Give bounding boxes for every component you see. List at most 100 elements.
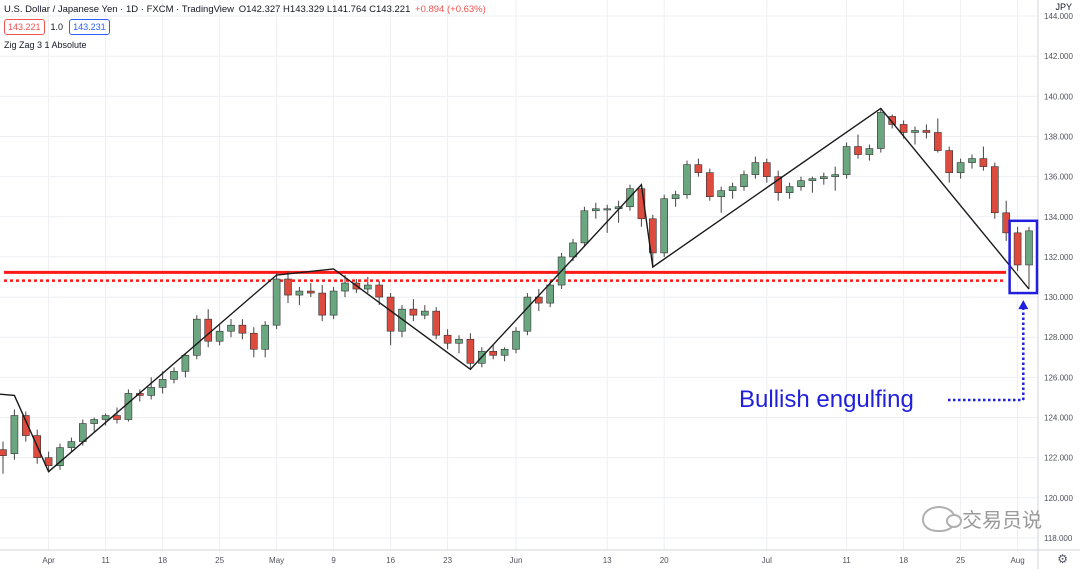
- watermark: 交易员说: [922, 504, 1042, 533]
- spread-value: 1.0: [50, 22, 64, 32]
- candle-body: [113, 415, 121, 420]
- bullish-candle: [181, 353, 190, 378]
- candle-body: [386, 296, 395, 332]
- bullish-candle: [261, 321, 270, 358]
- bullish-candle: [831, 166, 840, 191]
- candle-body: [341, 282, 349, 292]
- bullish-candle: [785, 182, 794, 199]
- x-tick-label: Jun: [510, 556, 523, 565]
- bullish-candle: [523, 293, 532, 336]
- bullish-candle: [455, 335, 463, 354]
- bullish-candle: [1025, 226, 1033, 290]
- y-tick-label: 134.000: [1044, 213, 1073, 222]
- candle-body: [67, 441, 76, 448]
- bullish-candle: [717, 186, 726, 213]
- gear-icon[interactable]: ⚙: [1057, 552, 1068, 566]
- price-change: +0.894 (+0.63%): [415, 4, 486, 15]
- candle-body: [466, 338, 475, 364]
- annotation-arrowhead: [1018, 300, 1029, 310]
- bullish-candle: [683, 160, 691, 199]
- y-tick-label: 122.000: [1044, 454, 1073, 463]
- bullish-candle: [101, 413, 110, 426]
- indicator-label[interactable]: Zig Zag 3 1 Absolute: [4, 40, 87, 50]
- bearish-candle: [489, 345, 498, 360]
- candle-body: [0, 449, 7, 456]
- y-tick-label: 140.000: [1044, 92, 1073, 101]
- y-tick-label: 138.000: [1044, 132, 1073, 141]
- bearish-candle: [409, 299, 418, 322]
- candle-body: [842, 146, 851, 175]
- engulfing-highlight-box: [1008, 219, 1039, 295]
- x-tick-label: 25: [956, 556, 965, 565]
- candle-body: [124, 393, 133, 420]
- bullish-candle: [512, 327, 520, 354]
- bearish-candle: [284, 270, 292, 304]
- bullish-candle: [968, 154, 976, 169]
- candle-body: [751, 162, 760, 175]
- bullish-candle: [546, 281, 555, 308]
- zigzag-layer: [0, 107, 1030, 473]
- annotation-layer: Bullish engulfing: [739, 219, 1039, 413]
- bullish-candle: [728, 182, 737, 199]
- bullish-candle: [363, 277, 372, 294]
- x-tick-label: Apr: [42, 556, 55, 565]
- buy-price-button[interactable]: 143.231: [69, 19, 110, 35]
- candle-body: [945, 150, 954, 173]
- currency-label[interactable]: JPY: [1055, 2, 1072, 12]
- sell-price-button[interactable]: 143.221: [4, 19, 45, 35]
- x-tick-label: 18: [158, 556, 167, 565]
- candle-body: [420, 310, 429, 316]
- candle-body: [762, 162, 771, 177]
- symbol-title[interactable]: U.S. Dollar / Japanese Yen · 1D · FXCM ·…: [4, 4, 235, 15]
- bearish-candle: [238, 319, 247, 340]
- x-tick-label: 9: [331, 556, 336, 565]
- bearish-candle: [933, 118, 942, 153]
- bullish-candle: [147, 377, 155, 400]
- y-tick-label: 126.000: [1044, 373, 1073, 382]
- bullish-candle: [671, 190, 680, 207]
- y-tick-label: 132.000: [1044, 253, 1073, 262]
- bearish-candle: [204, 309, 212, 348]
- y-tick-label: 130.000: [1044, 293, 1073, 302]
- x-tick-label: 18: [899, 556, 908, 565]
- candle-body: [728, 186, 737, 191]
- bullish-candle: [751, 156, 760, 179]
- candle-body: [523, 296, 532, 332]
- candle-body: [443, 334, 452, 344]
- bullish-candle: [876, 108, 885, 153]
- bullish-candle: [911, 126, 919, 145]
- bullish-candle: [398, 305, 406, 338]
- bullish-candle: [227, 319, 235, 338]
- bearish-candle: [854, 134, 862, 159]
- y-tick-label: 128.000: [1044, 333, 1073, 342]
- bullish-candle: [842, 142, 851, 179]
- bearish-candle: [990, 162, 999, 219]
- candle-body: [808, 178, 817, 181]
- candle-body: [10, 415, 19, 454]
- candle-body: [580, 210, 589, 244]
- bullish-candle: [660, 194, 669, 257]
- bearish-candle: [762, 158, 771, 183]
- y-tick-label: 142.000: [1044, 52, 1073, 61]
- candle-body: [409, 308, 418, 316]
- y-tick-label: 120.000: [1044, 494, 1073, 503]
- x-tick-label: Jul: [762, 556, 772, 565]
- candle-body: [865, 148, 874, 155]
- candle-body: [797, 180, 805, 187]
- candle-body: [56, 447, 64, 466]
- ohlc-values: O142.327 H143.329 L141.764 C143.221: [238, 4, 411, 15]
- bearish-candle: [0, 441, 7, 474]
- bullish-candle: [740, 170, 748, 191]
- candle-body: [398, 308, 406, 332]
- bearish-candle: [979, 146, 988, 171]
- bullish-candle: [865, 144, 874, 161]
- grid-layer: [0, 0, 1038, 550]
- bearish-candle: [306, 283, 315, 298]
- candle-body: [329, 290, 338, 316]
- candle-body: [671, 194, 680, 200]
- candle-body: [717, 190, 726, 198]
- y-tick-label: 144.000: [1044, 12, 1073, 21]
